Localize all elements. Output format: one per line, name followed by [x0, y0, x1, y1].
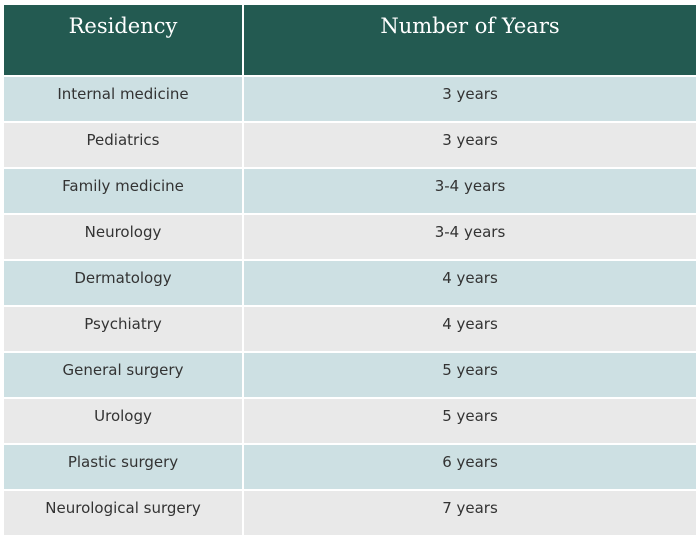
table-row: Urology 5 years: [4, 397, 696, 443]
years-cell: 3 years: [244, 121, 696, 167]
years-cell: 3 years: [244, 75, 696, 121]
residency-cell: General surgery: [4, 351, 244, 397]
years-cell: 4 years: [244, 259, 696, 305]
residency-cell: Internal medicine: [4, 75, 244, 121]
residency-table-container: Residency Number of Years Internal medic…: [4, 5, 696, 535]
header-row: Residency Number of Years: [4, 5, 696, 75]
residency-cell: Psychiatry: [4, 305, 244, 351]
residency-cell: Neurological surgery: [4, 489, 244, 535]
table-row: Neurological surgery 7 years: [4, 489, 696, 535]
table-row: Plastic surgery 6 years: [4, 443, 696, 489]
table-row: Neurology 3-4 years: [4, 213, 696, 259]
years-cell: 4 years: [244, 305, 696, 351]
table-row: Family medicine 3-4 years: [4, 167, 696, 213]
residency-cell: Family medicine: [4, 167, 244, 213]
table-header: Residency Number of Years: [4, 5, 696, 75]
residency-cell: Urology: [4, 397, 244, 443]
residency-cell: Dermatology: [4, 259, 244, 305]
header-residency: Residency: [4, 5, 244, 75]
table-body: Internal medicine 3 years Pediatrics 3 y…: [4, 75, 696, 535]
residency-cell: Pediatrics: [4, 121, 244, 167]
table-row: Dermatology 4 years: [4, 259, 696, 305]
residency-cell: Plastic surgery: [4, 443, 244, 489]
table-row: Psychiatry 4 years: [4, 305, 696, 351]
residency-table: Residency Number of Years Internal medic…: [4, 5, 696, 535]
years-cell: 6 years: [244, 443, 696, 489]
table-row: Pediatrics 3 years: [4, 121, 696, 167]
residency-cell: Neurology: [4, 213, 244, 259]
years-cell: 3-4 years: [244, 213, 696, 259]
table-row: Internal medicine 3 years: [4, 75, 696, 121]
years-cell: 3-4 years: [244, 167, 696, 213]
years-cell: 7 years: [244, 489, 696, 535]
years-cell: 5 years: [244, 351, 696, 397]
header-number-of-years: Number of Years: [244, 5, 696, 75]
years-cell: 5 years: [244, 397, 696, 443]
table-row: General surgery 5 years: [4, 351, 696, 397]
